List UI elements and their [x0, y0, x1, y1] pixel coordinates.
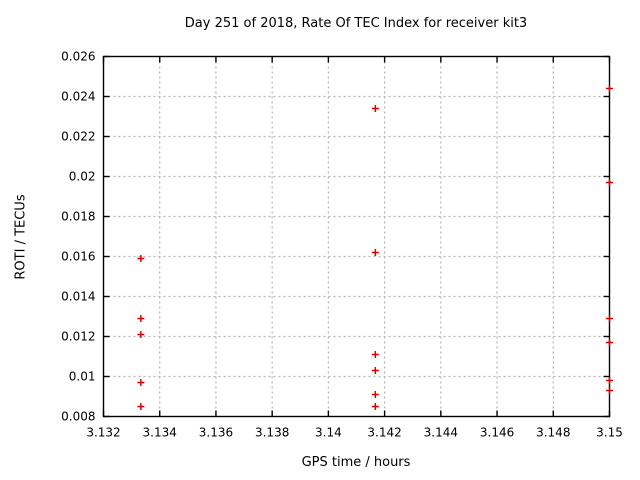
x-tick-label: 3.146 — [480, 426, 514, 440]
y-tick-label: 0.014 — [61, 290, 95, 304]
x-tick-label: 3.142 — [367, 426, 401, 440]
y-tick-label: 0.016 — [61, 250, 95, 264]
x-tick-label: 3.15 — [596, 426, 623, 440]
chart-title: Day 251 of 2018, Rate Of TEC Index for r… — [184, 16, 528, 31]
x-tick-label: 3.138 — [255, 426, 289, 440]
y-tick-label: 0.026 — [61, 50, 95, 64]
y-tick-label: 0.008 — [61, 410, 95, 424]
y-tick-label: 0.01 — [69, 370, 96, 384]
x-tick-label: 3.134 — [143, 426, 177, 440]
y-tick-label: 0.022 — [61, 130, 95, 144]
y-tick-label: 0.012 — [61, 330, 95, 344]
x-tick-label: 3.14 — [315, 426, 342, 440]
x-axis-label: GPS time / hours — [301, 455, 411, 470]
y-tick-label: 0.018 — [61, 210, 95, 224]
x-tick-label: 3.132 — [86, 426, 120, 440]
x-tick-label: 3.136 — [199, 426, 233, 440]
x-tick-label: 3.144 — [424, 426, 458, 440]
x-tick-label: 3.148 — [536, 426, 570, 440]
y-tick-label: 0.024 — [61, 90, 95, 104]
y-tick-label: 0.02 — [69, 170, 96, 184]
plot-border — [102, 55, 611, 418]
